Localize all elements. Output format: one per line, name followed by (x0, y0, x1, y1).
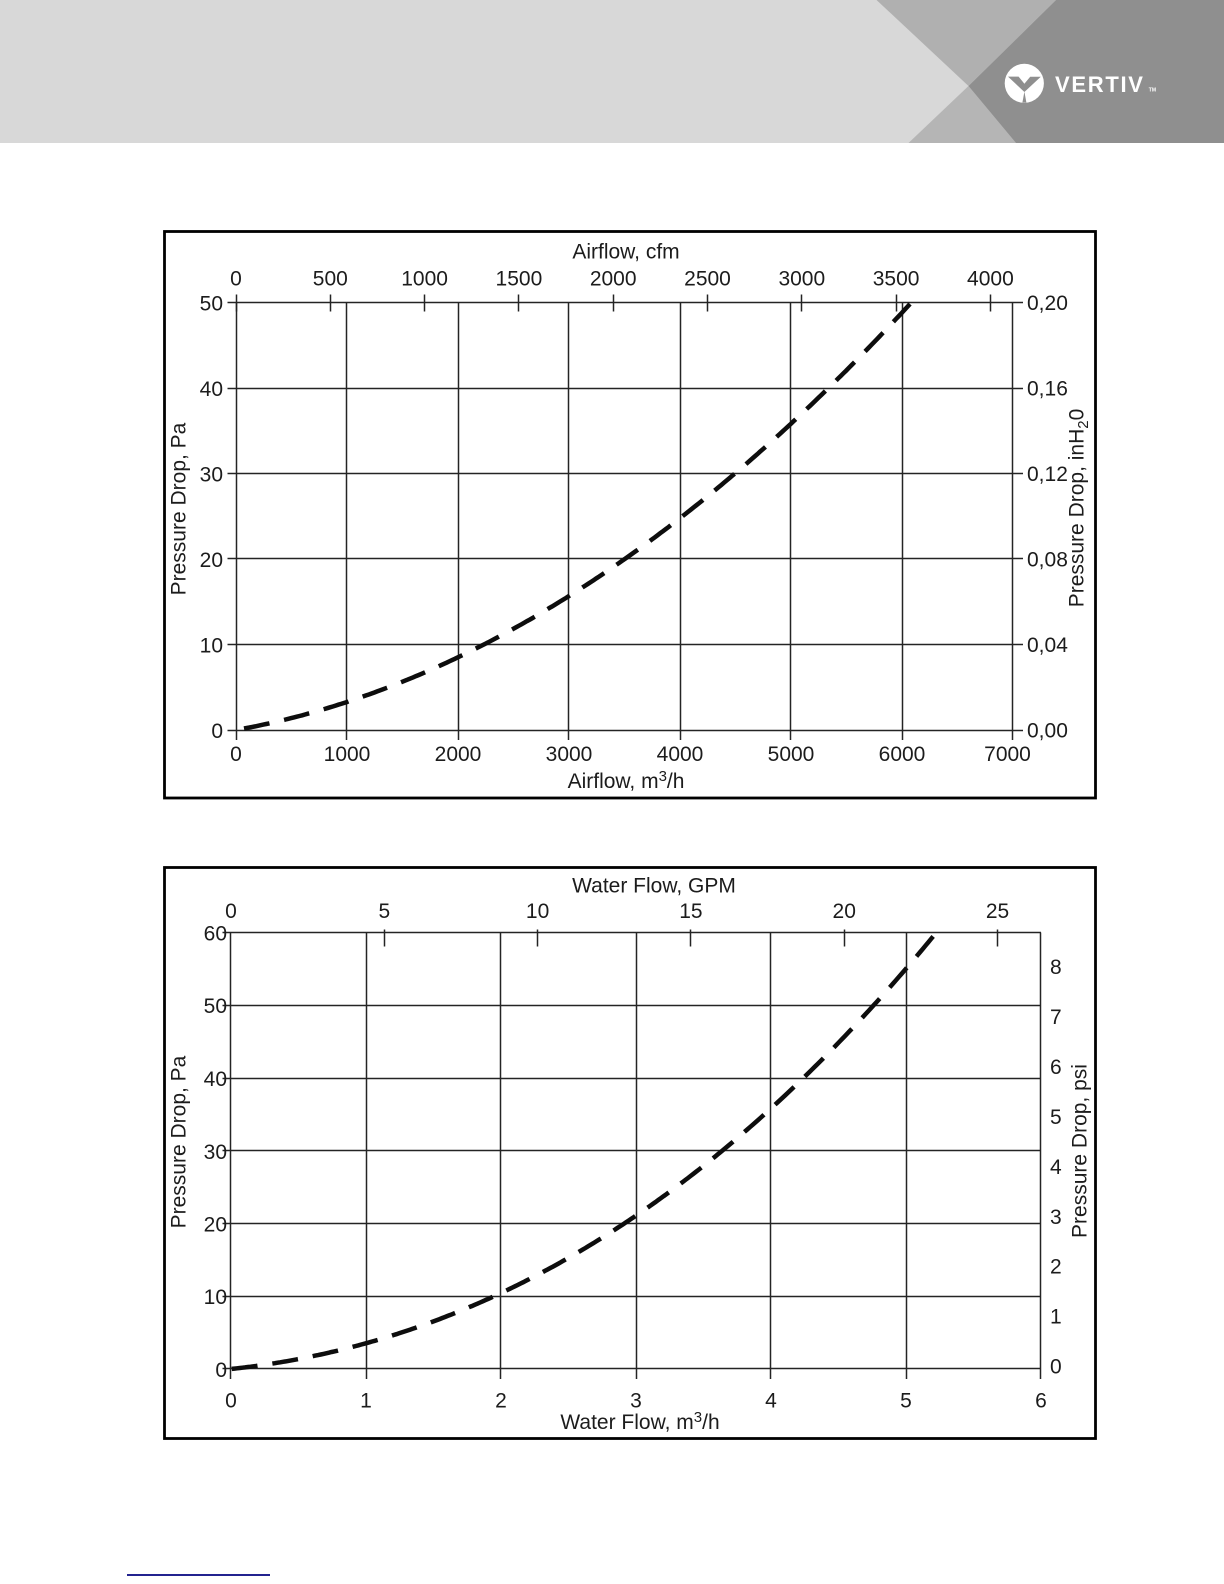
svg-text:Water Flow, m3/h: Water Flow, m3/h (560, 1409, 719, 1434)
svg-text:5: 5 (1050, 1106, 1062, 1129)
svg-text:Water Flow, GPM: Water Flow, GPM (572, 875, 736, 898)
svg-text:0,00: 0,00 (1027, 720, 1068, 743)
svg-text:8: 8 (1050, 956, 1062, 979)
svg-text:3: 3 (630, 1390, 642, 1413)
svg-text:20: 20 (204, 1214, 227, 1237)
svg-text:4: 4 (1050, 1156, 1062, 1179)
svg-text:40: 40 (200, 378, 223, 401)
svg-text:0: 0 (230, 743, 242, 766)
svg-text:20: 20 (200, 549, 223, 572)
svg-text:1: 1 (1050, 1306, 1062, 1329)
svg-text:3500: 3500 (873, 268, 920, 291)
svg-text:1000: 1000 (324, 743, 371, 766)
svg-text:2: 2 (495, 1390, 507, 1413)
svg-text:10: 10 (200, 635, 223, 658)
svg-text:6: 6 (1035, 1390, 1047, 1413)
svg-text:7000: 7000 (984, 743, 1031, 766)
svg-text:0,20: 0,20 (1027, 292, 1068, 315)
svg-text:3: 3 (1050, 1206, 1062, 1229)
svg-text:2: 2 (1050, 1256, 1062, 1279)
svg-text:6000: 6000 (879, 743, 926, 766)
svg-text:4: 4 (765, 1390, 777, 1413)
svg-text:500: 500 (313, 268, 348, 291)
svg-text:0: 0 (1050, 1356, 1062, 1379)
svg-text:2000: 2000 (435, 743, 482, 766)
svg-text:1500: 1500 (496, 268, 543, 291)
svg-text:3000: 3000 (546, 743, 593, 766)
svg-text:10: 10 (204, 1286, 227, 1309)
svg-text:1: 1 (360, 1390, 372, 1413)
svg-text:0: 0 (225, 900, 237, 923)
svg-text:VERTIV: VERTIV (1055, 72, 1145, 97)
svg-text:0,08: 0,08 (1027, 549, 1068, 572)
svg-text:3000: 3000 (778, 268, 825, 291)
svg-text:4000: 4000 (967, 268, 1014, 291)
svg-text:60: 60 (204, 923, 227, 946)
svg-text:0: 0 (225, 1390, 237, 1413)
svg-text:7: 7 (1050, 1006, 1062, 1029)
svg-text:50: 50 (204, 995, 227, 1018)
svg-text:0: 0 (211, 720, 223, 743)
svg-text:15: 15 (679, 900, 702, 923)
svg-text:50: 50 (200, 293, 223, 316)
svg-text:1000: 1000 (401, 268, 448, 291)
svg-text:20: 20 (833, 900, 856, 923)
svg-text:0,04: 0,04 (1027, 634, 1068, 657)
svg-text:0,12: 0,12 (1027, 463, 1068, 486)
svg-text:30: 30 (204, 1141, 227, 1164)
svg-text:Pressure Drop, inH20: Pressure Drop, inH20 (1066, 409, 1093, 608)
svg-text:2500: 2500 (684, 268, 731, 291)
svg-text:2000: 2000 (590, 268, 637, 291)
svg-text:10: 10 (526, 900, 549, 923)
svg-text:Pressure Drop, Pa: Pressure Drop, Pa (168, 1055, 191, 1228)
svg-text:6: 6 (1050, 1056, 1062, 1079)
svg-text:40: 40 (204, 1068, 227, 1091)
svg-text:5: 5 (378, 900, 390, 923)
svg-text:30: 30 (200, 464, 223, 487)
svg-text:25: 25 (986, 900, 1009, 923)
svg-text:5000: 5000 (768, 743, 815, 766)
svg-text:4000: 4000 (657, 743, 704, 766)
svg-text:0: 0 (230, 268, 242, 291)
svg-text:5: 5 (900, 1390, 912, 1413)
svg-text:Pressure Drop, psi: Pressure Drop, psi (1069, 1064, 1092, 1238)
svg-text:Airflow, cfm: Airflow, cfm (572, 241, 679, 264)
svg-text:0: 0 (215, 1359, 227, 1382)
svg-text:Airflow, m3/h: Airflow, m3/h (568, 768, 685, 793)
svg-text:TM: TM (1149, 87, 1156, 93)
svg-text:0,16: 0,16 (1027, 378, 1068, 401)
svg-text:Pressure Drop, Pa: Pressure Drop, Pa (168, 422, 191, 595)
